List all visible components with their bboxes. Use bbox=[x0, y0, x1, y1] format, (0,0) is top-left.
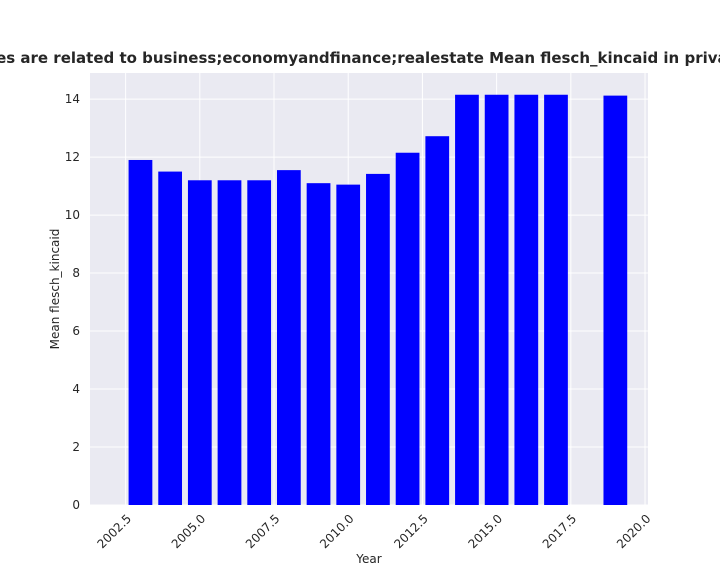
bar bbox=[306, 183, 331, 505]
bar bbox=[276, 170, 301, 506]
bar bbox=[514, 94, 539, 505]
y-tick-label: 6 bbox=[72, 324, 80, 338]
y-tick-label: 12 bbox=[65, 150, 80, 164]
bar bbox=[544, 94, 568, 505]
y-tick-label: 14 bbox=[65, 92, 80, 106]
y-axis-ticks: 0 2 4 6 8 10 12 14 bbox=[65, 92, 80, 512]
x-axis-label: Year bbox=[355, 552, 381, 566]
x-tick-label: 2005.0 bbox=[169, 512, 209, 552]
y-tick-label: 0 bbox=[72, 498, 80, 512]
bar bbox=[425, 136, 450, 505]
y-tick-label: 8 bbox=[72, 266, 80, 280]
y-axis-label: Mean flesch_kincaid bbox=[48, 229, 62, 350]
x-axis-ticks: 2002.5 2005.0 2007.5 2010.0 2012.5 2015.0 2017… bbox=[95, 512, 654, 552]
bar bbox=[336, 184, 361, 506]
bars bbox=[128, 94, 628, 506]
bar bbox=[484, 94, 509, 505]
y-tick-label: 10 bbox=[65, 208, 80, 222]
x-tick-label: 2020.0 bbox=[614, 512, 654, 552]
y-tick-label: 2 bbox=[72, 440, 80, 454]
y-tick-label: 4 bbox=[72, 382, 80, 396]
x-tick-label: 2002.5 bbox=[95, 512, 135, 552]
bar bbox=[455, 94, 479, 505]
bar bbox=[217, 180, 242, 506]
chart-title: Categories are related to business;econo… bbox=[0, 49, 720, 67]
x-tick-label: 2007.5 bbox=[243, 512, 283, 552]
bar bbox=[187, 180, 212, 506]
x-tick-label: 2012.5 bbox=[391, 512, 431, 552]
bar bbox=[128, 159, 153, 505]
bar bbox=[247, 180, 272, 506]
x-tick-label: 2015.0 bbox=[466, 512, 506, 552]
bar bbox=[395, 152, 420, 505]
bar bbox=[366, 173, 390, 505]
x-tick-label: 2017.5 bbox=[540, 512, 580, 552]
x-tick-label: 2010.0 bbox=[317, 512, 357, 552]
bar bbox=[158, 171, 183, 505]
bar bbox=[603, 95, 628, 506]
